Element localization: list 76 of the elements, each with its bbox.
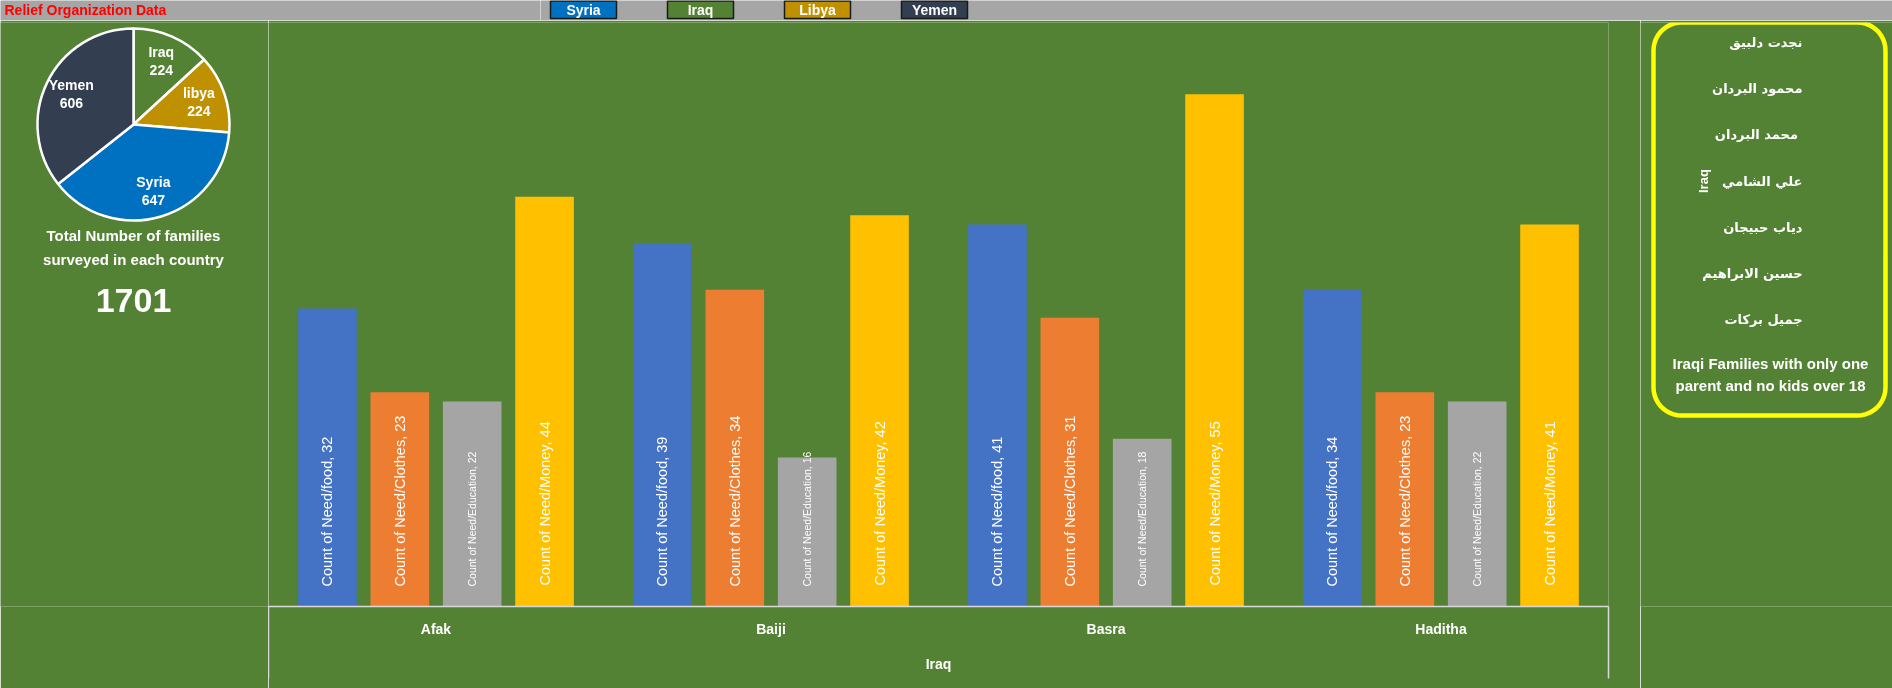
bar — [633, 243, 692, 607]
bar — [515, 196, 574, 607]
data-label: 34 — [1324, 436, 1341, 453]
x-tick-label: Basra — [1086, 620, 1126, 637]
x-tick-label: Baiji — [756, 620, 786, 637]
bar — [1303, 289, 1362, 607]
x-tick-label: Afak — [420, 620, 452, 637]
data-label: 34 — [726, 415, 743, 432]
text: Count of Need/Money, — [871, 441, 888, 586]
data-label: 32 — [319, 436, 336, 453]
text: Relief Organization Data — [4, 1, 167, 18]
data-label: 39 — [654, 436, 671, 453]
bar — [370, 392, 430, 607]
data-label: 31 — [1061, 415, 1078, 432]
bar — [1185, 94, 1244, 607]
x-axis-title: Iraq — [925, 655, 952, 672]
data-label: 22 — [466, 451, 479, 464]
series-label: Count of Need/Education, — [801, 466, 814, 587]
category-label: Iraq — [687, 1, 714, 18]
category-label: Libya — [799, 1, 836, 18]
category-label: علي الشامي — [1721, 173, 1803, 189]
category-label: محمود البردان — [1712, 81, 1803, 97]
data-label: 41 — [1541, 421, 1558, 438]
text: Count of Need/Clothes, — [726, 435, 743, 587]
slice-label: Syria — [136, 173, 171, 190]
text: Count of Need/food, — [1324, 456, 1341, 587]
text: Count of Need/Education, — [1136, 466, 1149, 587]
bar — [705, 289, 765, 607]
data-label: 44 — [536, 421, 553, 438]
text: Total Number of families surveyed in each country — [43, 227, 225, 268]
series-label: Count of Need/food, — [319, 456, 336, 587]
category-label: Yemen — [911, 1, 958, 18]
text: Count of Need/Money, — [1206, 441, 1223, 586]
data-label: 16 — [801, 451, 814, 464]
data-label: 647 — [141, 191, 166, 208]
text: Count of Need/food, — [989, 456, 1006, 587]
data-label: 23 — [391, 415, 408, 432]
text: Iraqi Families with only one parent and no kids over 18 — [1672, 355, 1869, 394]
slice-label: Iraq — [148, 44, 175, 61]
category-label: دياب حبيجان — [1723, 219, 1803, 235]
data-label: 606 — [59, 95, 84, 112]
text: Count of Need/Clothes, — [1061, 435, 1078, 587]
data-label: 23 — [1396, 415, 1413, 432]
bar — [968, 224, 1027, 607]
bar — [850, 215, 909, 607]
data-label: 22 — [1471, 451, 1484, 464]
category-label: محمد البردان — [1714, 127, 1798, 143]
data-label: 42 — [871, 421, 888, 438]
category-label: حسين الابراهيم — [1702, 266, 1803, 281]
bar — [1112, 438, 1172, 607]
slice-label: libya — [182, 85, 216, 102]
series-label: Count of Need/Money, — [536, 441, 553, 586]
bar — [1040, 317, 1100, 607]
text: Count of Need/Clothes, — [1396, 435, 1413, 587]
data-label: 55 — [1206, 421, 1223, 438]
bar — [1447, 401, 1507, 607]
text: 1701 — [95, 281, 172, 319]
x-tick-label: Haditha — [1415, 620, 1467, 637]
data-label: 224 — [187, 103, 211, 120]
text: Count of Need/Education, — [1471, 466, 1484, 587]
text: Count of Need/food, — [654, 456, 671, 587]
category-label: Syria — [566, 1, 601, 18]
text: Iraq — [1696, 169, 1711, 194]
bar — [298, 308, 357, 607]
data-label: 18 — [1136, 451, 1149, 464]
text: Count of Need/Education, — [466, 466, 479, 587]
bar — [1375, 392, 1435, 607]
data-label: 224 — [149, 62, 174, 79]
category-label: نجدت دلبيق — [1729, 35, 1803, 50]
series-label: Count of Need/Clothes, — [391, 435, 408, 587]
category-label: جميل بركات — [1724, 312, 1803, 328]
data-label: 41 — [989, 436, 1006, 453]
text: Count of Need/Money, — [1541, 441, 1558, 586]
bar — [442, 401, 502, 607]
slice-label: Yemen — [48, 77, 94, 94]
bar — [1520, 224, 1579, 607]
